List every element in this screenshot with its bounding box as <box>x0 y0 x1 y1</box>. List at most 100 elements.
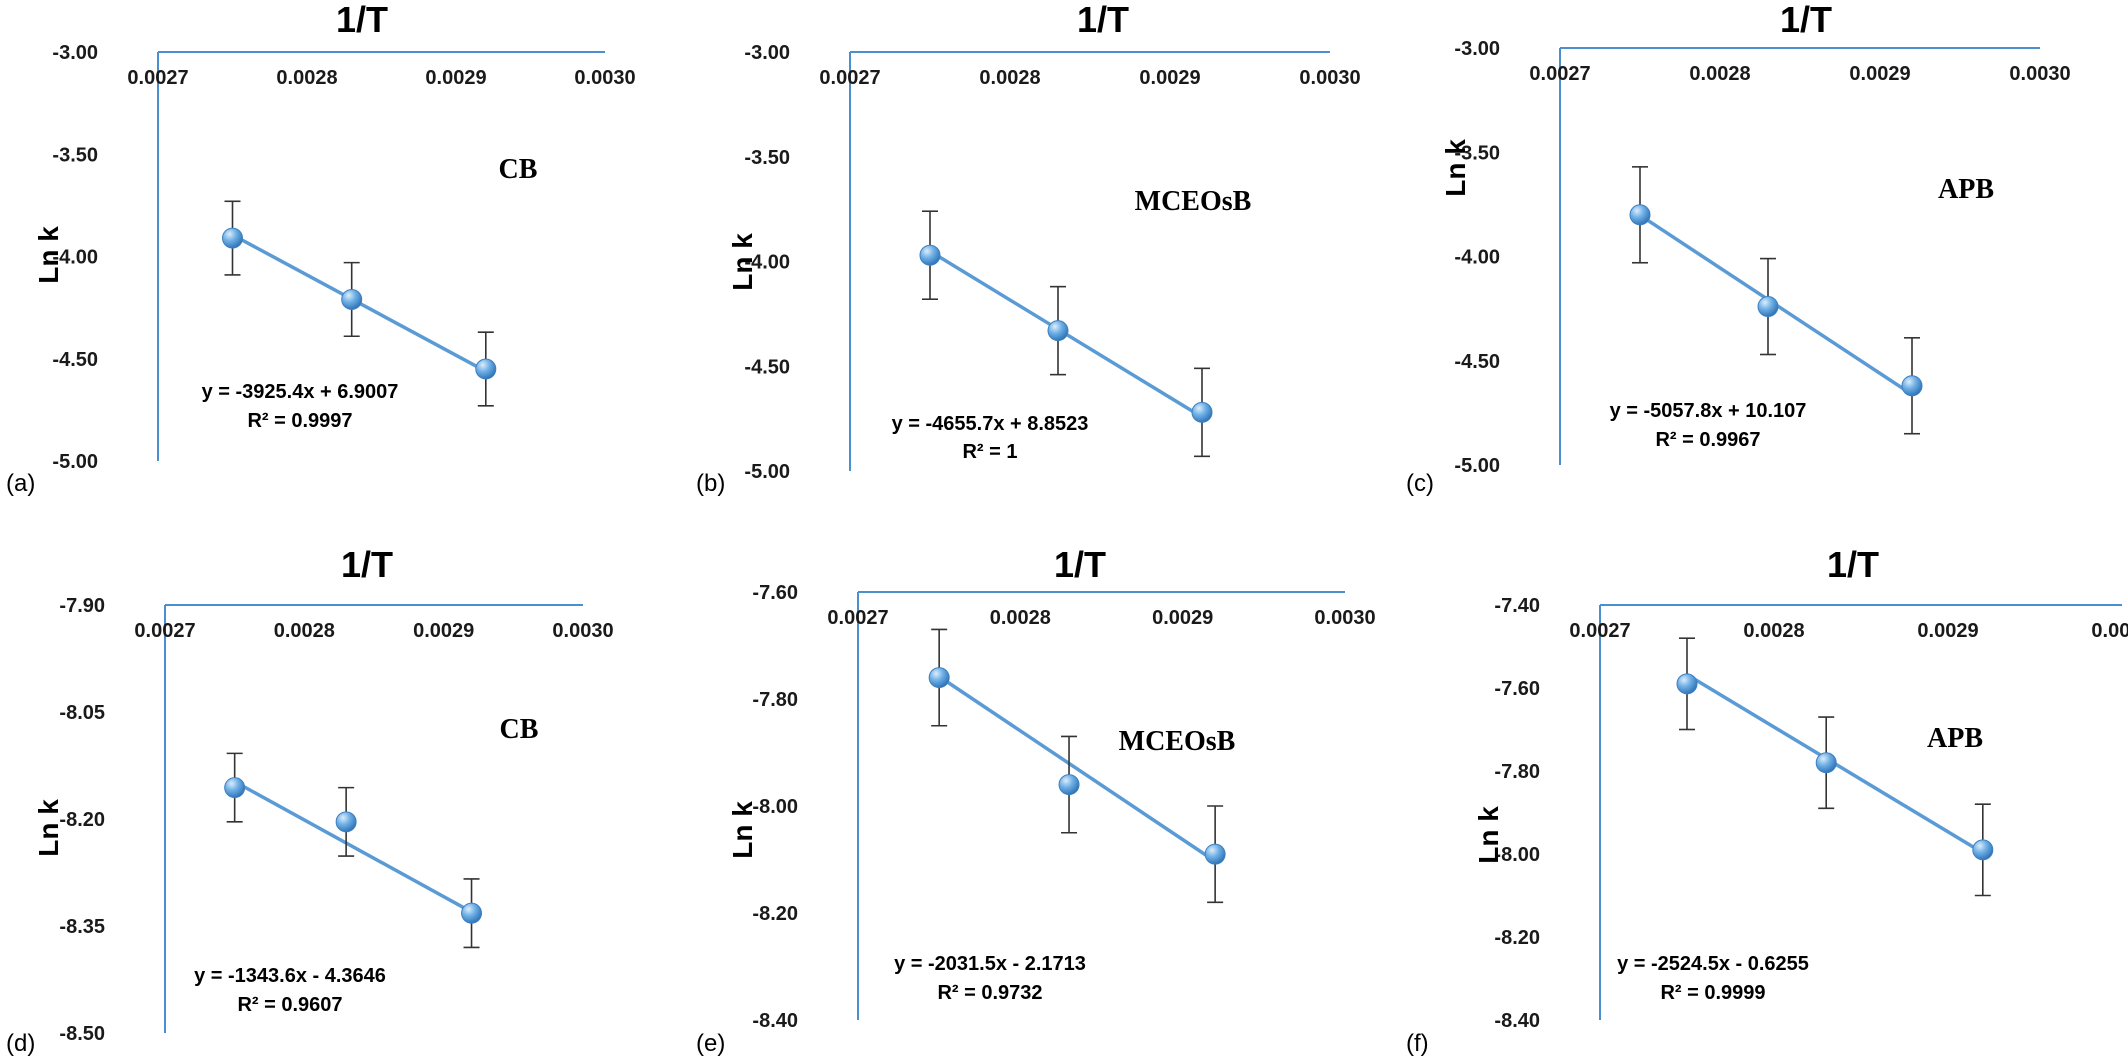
trendline-equation: y = -3925.4x + 6.9007 <box>202 381 399 403</box>
y-axis-label: Ln k <box>1473 806 1504 864</box>
r-squared-label: R² = 0.9607 <box>237 994 342 1016</box>
data-point <box>1204 843 1226 865</box>
r-squared-label: R² = 0.9999 <box>1660 982 1765 1004</box>
chart-title: 1/T <box>341 544 393 585</box>
y-tick-label: -3.00 <box>744 42 790 64</box>
y-tick-label: -4.00 <box>52 247 98 269</box>
chart-title: 1/T <box>1827 544 1879 585</box>
panel-label: (b) <box>696 470 725 497</box>
data-point <box>1629 204 1651 226</box>
x-tick-label: 0.0027 <box>1529 63 1590 85</box>
data-point <box>341 288 363 310</box>
y-tick-label: -7.80 <box>1494 761 1540 783</box>
x-tick-label: 0.0029 <box>1152 607 1213 629</box>
sample-annotation: MCEOsB <box>1135 186 1252 217</box>
x-tick-label: 0.0027 <box>127 67 188 89</box>
panel-label: (d) <box>6 1030 35 1057</box>
y-axis-label: Ln k <box>33 226 64 284</box>
x-tick-label: 0.0028 <box>276 67 337 89</box>
panel-label: (e) <box>696 1030 725 1057</box>
data-point <box>224 777 246 799</box>
y-tick-label: -4.00 <box>744 252 790 274</box>
x-tick-label: 0.0027 <box>819 67 880 89</box>
trendline-equation: y = -1343.6x - 4.3646 <box>194 965 386 987</box>
x-tick-label: 0.0030 <box>1314 607 1375 629</box>
data-point <box>1676 673 1698 695</box>
panel-f: 0.0027 0.0028 0.0029 0.0030 -7.40 -7.60 -7.80 -… <box>1406 544 2128 1057</box>
data-point <box>222 227 243 249</box>
data-point <box>1191 401 1213 423</box>
panel-e: 0.0027 0.0028 0.0029 0.0030 -7.60 -7.80 -8.00 -… <box>696 544 1376 1057</box>
y-tick-label: -3.00 <box>52 42 98 64</box>
data-point <box>1047 320 1069 342</box>
y-tick-label: -8.20 <box>1494 927 1540 949</box>
sample-annotation: MCEOsB <box>1119 726 1236 757</box>
sample-annotation: APB <box>1927 723 1983 754</box>
y-tick-label: -8.05 <box>59 702 105 724</box>
chart-title: 1/T <box>1780 0 1832 40</box>
data-point <box>1757 296 1779 318</box>
y-tick-label: -4.00 <box>1454 247 1500 269</box>
y-tick-label: -7.60 <box>752 582 798 604</box>
y-tick-label: -8.35 <box>59 916 105 938</box>
y-tick-label: -8.20 <box>59 809 105 831</box>
trendline <box>938 675 1217 863</box>
x-tick-label: 0.0030 <box>552 620 613 642</box>
x-tick-label: 0.0028 <box>1743 620 1804 642</box>
y-axis-label: Ln k <box>33 799 64 857</box>
x-tick-label: 0.0028 <box>1689 63 1750 85</box>
data-point <box>475 358 497 380</box>
y-tick-label: -3.50 <box>744 147 790 169</box>
chart-title: 1/T <box>1077 0 1129 40</box>
sample-annotation: APB <box>1938 174 1994 205</box>
panel-label: (a) <box>6 470 35 497</box>
x-tick-label: 0.0030 <box>2009 63 2070 85</box>
y-tick-label: -3.50 <box>1454 142 1500 164</box>
x-tick-label: 0.0028 <box>979 67 1040 89</box>
y-tick-label: -5.00 <box>1454 455 1500 477</box>
r-squared-label: R² = 0.9997 <box>247 410 352 432</box>
trendline-equation: y = -2524.5x - 0.6255 <box>1617 953 1809 975</box>
x-tick-label: 0.0029 <box>425 67 486 89</box>
trendline-equation: y = -4655.7x + 8.8523 <box>892 413 1089 435</box>
r-squared-label: R² = 0.9732 <box>937 982 1042 1004</box>
data-point <box>1972 839 1994 861</box>
data-point <box>461 902 483 924</box>
data-point <box>1058 774 1080 796</box>
panel-label: (c) <box>1406 470 1434 497</box>
y-tick-label: -4.50 <box>744 356 790 378</box>
y-tick-label: -5.00 <box>52 451 98 473</box>
x-tick-label: 0.0029 <box>1849 63 1910 85</box>
y-tick-label: -3.00 <box>1454 38 1500 60</box>
x-tick-label: 0.0028 <box>990 607 1051 629</box>
y-axis-label: Ln k <box>727 233 758 291</box>
trendline-equation: y = -2031.5x - 2.1713 <box>894 953 1086 975</box>
x-tick-label: 0.0030 <box>1299 67 1360 89</box>
panel-label: (f) <box>1406 1030 1429 1057</box>
panel-b: 0.0027 0.0028 0.0029 0.0030 -3.00 -3.50 -4.00 -… <box>696 0 1361 497</box>
data-point <box>335 811 357 833</box>
y-tick-label: -4.50 <box>52 349 98 371</box>
y-tick-label: -8.20 <box>752 903 798 925</box>
panel-d: 0.0027 0.0028 0.0029 0.0030 -7.90 -8.05 -8.20 -… <box>6 544 614 1057</box>
y-axis-label: Ln k <box>727 801 758 859</box>
x-tick-label: 0.0030 <box>2091 620 2128 642</box>
x-tick-label: 0.0027 <box>827 607 888 629</box>
x-tick-label: 0.0028 <box>274 620 335 642</box>
chart-title: 1/T <box>336 0 388 40</box>
sample-annotation: CB <box>499 154 538 185</box>
y-tick-label: -7.40 <box>1494 595 1540 617</box>
chart-title: 1/T <box>1054 544 1106 585</box>
y-tick-label: -8.40 <box>1494 1010 1540 1032</box>
y-tick-label: -8.00 <box>1494 844 1540 866</box>
x-tick-label: 0.0029 <box>1139 67 1200 89</box>
data-point <box>1815 752 1837 774</box>
y-tick-label: -8.00 <box>752 796 798 818</box>
data-point <box>919 244 941 266</box>
x-tick-label: 0.0029 <box>1917 620 1978 642</box>
trendline <box>233 780 473 914</box>
panel-a: 0.0027 0.0028 0.0029 0.0030 -3.00 -3.50 -4.00 -… <box>6 0 636 497</box>
y-tick-label: -3.50 <box>52 144 98 166</box>
x-tick-label: 0.0029 <box>413 620 474 642</box>
